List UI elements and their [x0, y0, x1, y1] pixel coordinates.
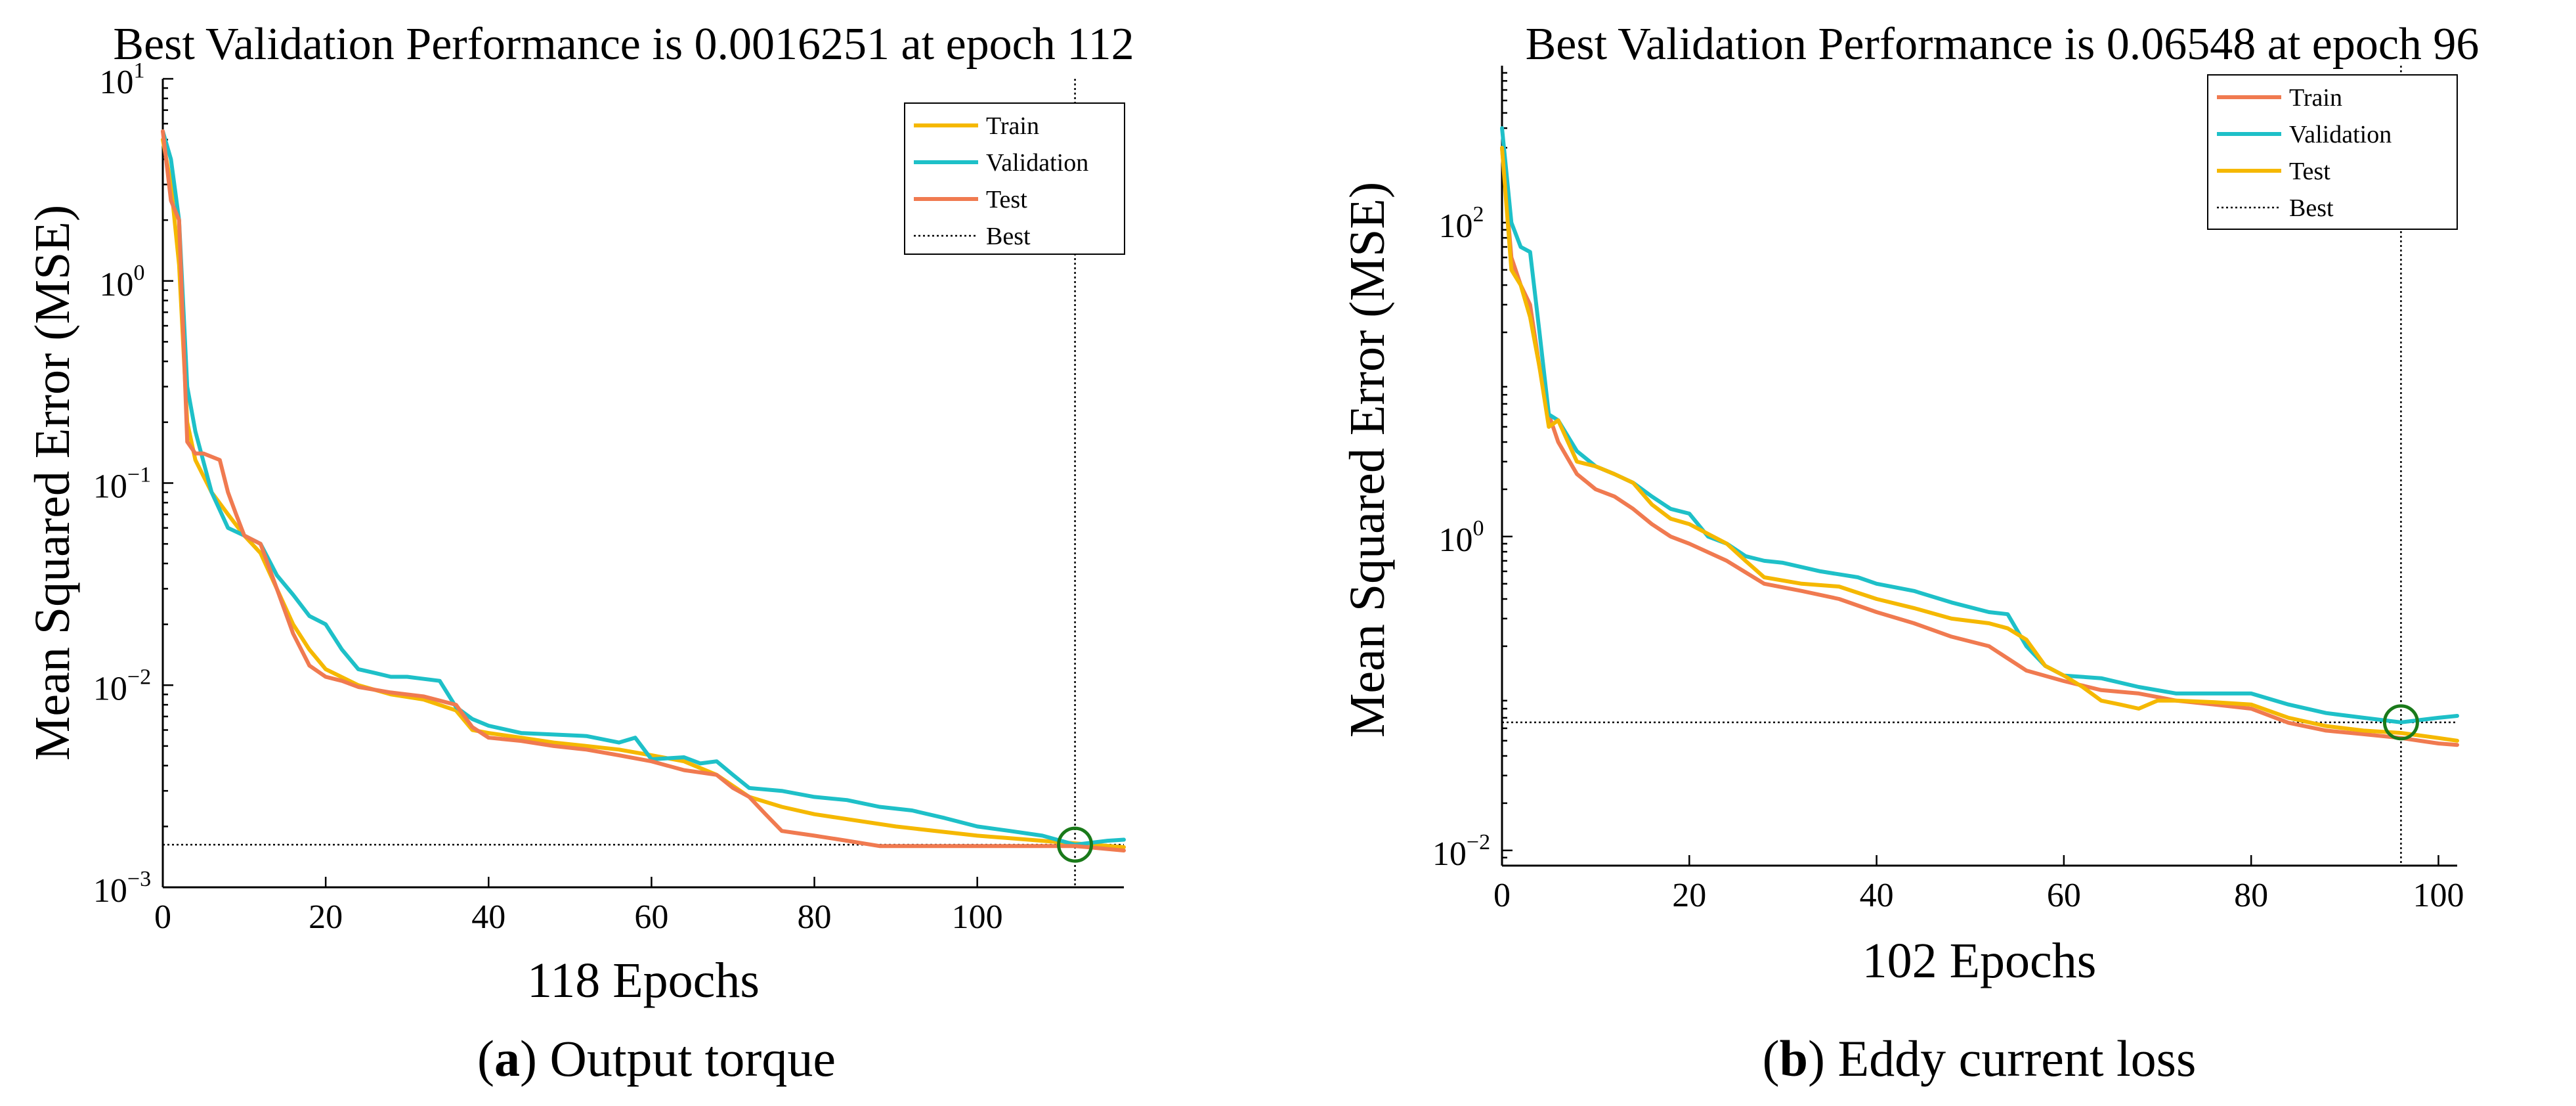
- panel-a-best-marker: [1057, 826, 1094, 863]
- panel-b-xtick-label: 20: [1672, 877, 1706, 914]
- panel-b-ytick-label: 100: [1439, 516, 1484, 559]
- panel-a-ytick-label: 10−2: [93, 665, 151, 707]
- panel-a-best-marker-group: [1057, 826, 1094, 863]
- panel-b-xticks: 0 20 40 60 80 100: [1493, 855, 2464, 914]
- panel-a-ytick-exp: −1: [127, 463, 151, 487]
- panel-a-ytick-exp: −3: [127, 867, 151, 891]
- panel-a-caption: (a) Output torque: [477, 1030, 836, 1087]
- panel-a-xtick-label: 0: [154, 898, 171, 936]
- panel-a-x-axis-label: 118 Epochs: [527, 953, 760, 1008]
- panel-b-xtick-label: 0: [1493, 877, 1511, 914]
- panel-a-xtick-label: 80: [798, 898, 832, 936]
- panel-b-legend-validation-label: Validation: [2289, 121, 2392, 148]
- panel-b-series: [1500, 126, 2459, 747]
- panel-a-xticks: 0 20 40 60 80 100: [154, 877, 1003, 936]
- panel-b-title: Best Validation Performance is 0.06548 a…: [1526, 19, 2479, 70]
- panel-a-ytick-label: 10−3: [93, 867, 151, 910]
- panel-b-ytick-label: 10−2: [1432, 830, 1490, 873]
- panel-b-ytick-base: 10: [1439, 521, 1473, 559]
- panel-b-ytick-exp: −2: [1467, 830, 1490, 854]
- panel-a-xtick-label: 40: [471, 898, 505, 936]
- panel-a-y-axis-label: Mean Squared Error (MSE): [25, 205, 80, 761]
- panel-b-axis: [1501, 66, 2457, 867]
- panel-b-caption-text: Eddy current loss: [1837, 1030, 2196, 1087]
- panel-a-series-test-line: [161, 129, 1126, 852]
- panel-b-ytick-exp: 2: [1473, 202, 1484, 227]
- panel-b-legend-train-label: Train: [2289, 84, 2342, 112]
- panel-a-ytick-label: 100: [100, 261, 145, 303]
- panel-b: Best Validation Performance is 0.06548 a…: [1340, 19, 2479, 1087]
- panel-b-series-test-line: [1500, 146, 2459, 743]
- panel-b-ytick-label: 102: [1439, 202, 1484, 245]
- panel-b-series-train-line: [1500, 146, 2459, 747]
- panel-b-xtick-label: 60: [2047, 877, 2081, 914]
- panel-a-legend-train-label: Train: [986, 112, 1039, 140]
- panel-a-legend-test-label: Test: [986, 186, 1027, 213]
- panel-b-series-validation-line: [1500, 126, 2459, 724]
- panel-b-xtick-label: 100: [2413, 877, 2464, 914]
- panel-b-x-axis-label: 102 Epochs: [1862, 933, 2097, 988]
- panel-a-ytick-label: 10−1: [93, 463, 151, 506]
- panel-a-xtick-label: 60: [634, 898, 668, 936]
- panel-a-ytick-exp: 0: [134, 261, 145, 285]
- panel-a-legend-box: [904, 102, 1125, 255]
- panel-a-ytick-base: 10: [100, 266, 134, 303]
- panel-a-ytick-base: 10: [93, 670, 127, 707]
- panel-b-xtick-label: 80: [2234, 877, 2268, 914]
- panel-a-legend-best-label: Best: [986, 223, 1031, 250]
- panel-a-ytick-exp: 1: [134, 58, 145, 83]
- panel-a-ytick-exp: −2: [127, 665, 151, 689]
- panel-b-ytick-exp: 0: [1473, 516, 1484, 541]
- panel-a-xtick-label: 100: [952, 898, 1003, 936]
- panel-a-title: Best Validation Performance is 0.0016251…: [113, 19, 1134, 70]
- panel-a-ytick-label: 101: [100, 58, 145, 101]
- panel-a-legend-validation-label: Validation: [986, 149, 1088, 177]
- panel-a-series: [161, 129, 1126, 852]
- panel-b-legend-test-label: Test: [2289, 158, 2330, 185]
- panel-b-ytick-base: 10: [1432, 835, 1467, 873]
- panel-b-y-axis-label: Mean Squared Error (MSE): [1340, 182, 1395, 738]
- panel-b-best-marker-group: [2382, 704, 2419, 741]
- panel-a-ytick-base: 10: [100, 64, 134, 101]
- panel-a: Best Validation Performance is 0.0016251…: [25, 19, 1134, 1087]
- panel-a-legend: Train Validation Test Best: [904, 102, 1125, 255]
- panel-a-ytick-base: 10: [93, 872, 127, 910]
- panel-b-legend-box: [2207, 74, 2458, 230]
- panel-b-legend-best-label: Best: [2289, 194, 2334, 222]
- panel-b-caption: (b) Eddy current loss: [1763, 1030, 2197, 1087]
- panel-b-legend: Train Validation Test Best: [2207, 74, 2458, 230]
- panel-b-caption-letter: b: [1780, 1030, 1808, 1087]
- panel-b-xtick-label: 40: [1860, 877, 1894, 914]
- panel-a-xtick-label: 20: [309, 898, 343, 936]
- panel-a-caption-letter: a: [494, 1030, 520, 1087]
- panel-a-ytick-base: 10: [93, 468, 127, 506]
- panel-a-caption-text: Output torque: [550, 1030, 836, 1087]
- panel-b-best-marker: [2382, 704, 2419, 741]
- panel-b-ytick-base: 10: [1439, 208, 1473, 245]
